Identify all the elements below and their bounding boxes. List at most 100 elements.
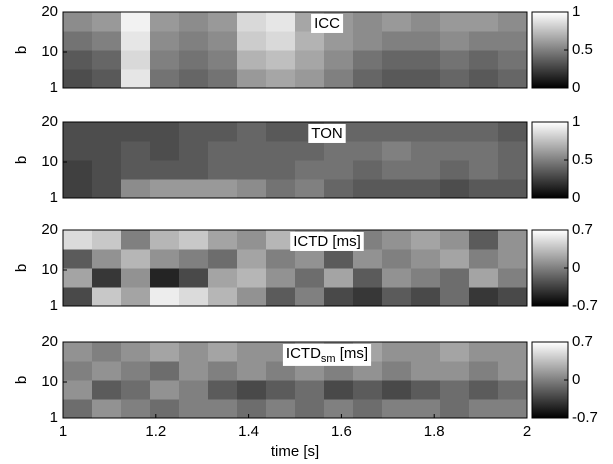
heatmap-cell — [469, 160, 499, 180]
heatmap-cell — [150, 179, 180, 199]
heatmap-cell — [237, 399, 267, 419]
y-axis-label: b — [13, 46, 30, 54]
heatmap-cell — [324, 141, 354, 161]
colorbar-tick-label: 0.5 — [572, 41, 593, 58]
heatmap-cell — [295, 141, 325, 161]
heatmap-cell — [353, 287, 383, 307]
heatmap-cell — [382, 179, 412, 199]
heatmap-cell — [266, 141, 296, 161]
heatmap-cell — [208, 160, 238, 180]
y-axis-label: b — [13, 264, 30, 272]
heatmap-cell — [208, 287, 238, 307]
heatmap-cell — [237, 268, 267, 288]
heatmap-cell — [440, 342, 470, 362]
heatmap-cell — [382, 342, 412, 362]
heatmap-cell — [237, 249, 267, 269]
heatmap-cell — [382, 12, 412, 32]
heatmap-cell — [208, 31, 238, 51]
heatmap-cell — [440, 50, 470, 70]
heatmap-cell — [92, 249, 122, 269]
heatmap-cell — [63, 342, 93, 362]
heatmap-cell — [150, 399, 180, 419]
heatmap-cell — [324, 399, 354, 419]
heatmap-cell — [266, 380, 296, 400]
heatmap-cell — [179, 287, 209, 307]
heatmap-cell — [121, 12, 151, 32]
heatmap-cell — [295, 249, 325, 269]
heatmap-cell — [92, 342, 122, 362]
title-background — [308, 123, 346, 143]
title-text: TON — [311, 125, 342, 142]
heatmap-cell — [498, 230, 528, 250]
heatmap-cell — [382, 69, 412, 89]
title-suffix: [ms] — [336, 345, 369, 362]
heatmap-cell — [63, 50, 93, 70]
heatmap-cell — [63, 230, 93, 250]
colorbar-tick-label: 0.7 — [572, 221, 593, 238]
title-background — [290, 231, 364, 251]
heatmap-cell — [440, 141, 470, 161]
heatmap-cell — [266, 12, 296, 32]
heatmap-cell — [353, 399, 383, 419]
heatmap-cell — [150, 122, 180, 142]
heatmap-cell — [121, 342, 151, 362]
heatmap-cell — [150, 249, 180, 269]
heatmap-cell — [121, 160, 151, 180]
heatmap-cell — [266, 122, 296, 142]
x-tick-label: 1.2 — [145, 423, 166, 440]
heatmap-cell — [92, 230, 122, 250]
title-text: ICC — [314, 15, 340, 32]
heatmap-cell — [469, 361, 499, 381]
heatmap-cell — [150, 268, 180, 288]
heatmap-cell — [324, 380, 354, 400]
title-text: ICTD [ms] — [293, 233, 361, 250]
heatmap-cell — [150, 50, 180, 70]
heatmap-cell — [382, 380, 412, 400]
heatmap-cell — [469, 268, 499, 288]
heatmap-cell — [469, 249, 499, 269]
heatmap-cell — [411, 268, 441, 288]
panel-title-group: ICC — [311, 13, 344, 33]
heatmap-cell — [92, 361, 122, 381]
heatmap-cell — [92, 50, 122, 70]
heatmap-cell — [440, 361, 470, 381]
heatmap-cell — [353, 249, 383, 269]
heatmap-cell — [440, 380, 470, 400]
heatmap-cell — [324, 31, 354, 51]
heatmap-cell — [63, 122, 93, 142]
heatmap-cell — [237, 361, 267, 381]
x-axis-label: time [s] — [271, 443, 319, 460]
plot-frame — [62, 11, 528, 89]
heatmap-cell — [382, 50, 412, 70]
heatmap-cell — [440, 399, 470, 419]
heatmap-cell — [353, 179, 383, 199]
heatmap-cell — [63, 31, 93, 51]
heatmap-cell — [179, 179, 209, 199]
heatmap-cell — [498, 342, 528, 362]
heatmap-cell — [208, 69, 238, 89]
heatmap-cell — [179, 50, 209, 70]
heatmap-cell — [150, 380, 180, 400]
colorbar-tick-label: 1 — [572, 3, 580, 20]
heatmap-cell — [179, 160, 209, 180]
heatmap-cell — [382, 268, 412, 288]
heatmap-cell — [121, 399, 151, 419]
heatmap-cell — [208, 12, 238, 32]
heatmap-cell — [92, 12, 122, 32]
heatmap-cell — [440, 69, 470, 89]
heatmap-cell — [92, 287, 122, 307]
heatmap-cell — [295, 399, 325, 419]
heatmap-cell — [208, 230, 238, 250]
y-tick-label: 10 — [41, 43, 58, 60]
heatmap-cell — [121, 361, 151, 381]
heatmap-cell — [266, 399, 296, 419]
heatmap-cell — [237, 230, 267, 250]
heatmap-cell — [353, 141, 383, 161]
heatmap-cell — [498, 50, 528, 70]
plot-frame — [62, 121, 528, 199]
heatmap-cell — [179, 122, 209, 142]
heatmap-cell — [208, 361, 238, 381]
heatmap-cell — [179, 268, 209, 288]
heatmap-cell — [266, 31, 296, 51]
heatmap-cell — [92, 160, 122, 180]
